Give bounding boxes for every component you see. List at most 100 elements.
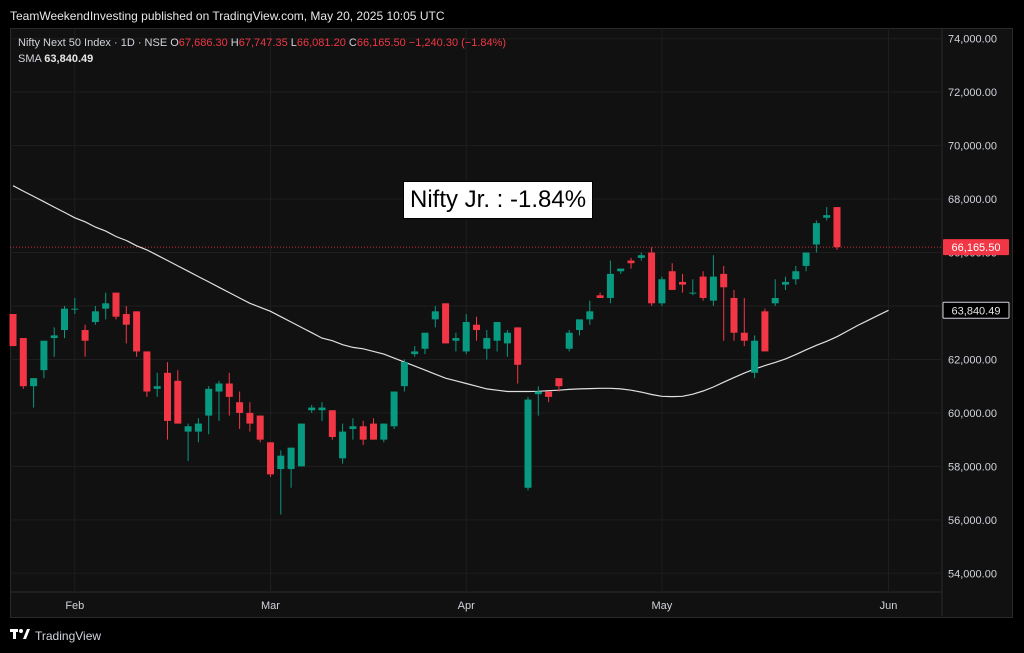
candles-layer — [9, 207, 841, 515]
candle-body — [164, 372, 171, 421]
candle — [81, 324, 89, 357]
candle-body — [421, 332, 429, 349]
candle — [483, 330, 491, 360]
candle-body — [81, 330, 89, 341]
legend-symbol[interactable]: Nifty Next 50 Index · 1D · NSE — [18, 37, 168, 49]
candle — [699, 271, 707, 301]
candle-body — [184, 426, 192, 432]
legend-open: 67,686.30 — [178, 37, 228, 49]
candle — [308, 404, 316, 413]
candle — [503, 330, 511, 357]
candle — [606, 260, 614, 304]
candle-body — [194, 423, 202, 432]
candle — [40, 340, 48, 379]
candle — [771, 279, 779, 306]
candle-body — [514, 327, 522, 365]
price-axis: 74,000.0072,000.0070,000.0068,000.0066,0… — [948, 34, 997, 581]
candle — [205, 386, 213, 435]
candle — [400, 359, 408, 392]
candle — [50, 327, 58, 357]
candle-body — [452, 338, 460, 341]
candle — [359, 420, 367, 445]
y-tick-label: 74,000.00 — [948, 34, 997, 46]
candle-body — [143, 351, 151, 392]
annotation-text-box[interactable]: Nifty Jr. : -1.84% — [403, 181, 594, 219]
candle-body — [627, 260, 635, 264]
candle — [256, 415, 264, 443]
candle-body — [256, 415, 264, 440]
candle — [349, 418, 357, 440]
candle-body — [236, 402, 244, 413]
candle — [122, 305, 130, 344]
candle — [648, 247, 656, 306]
candle — [637, 252, 645, 261]
candle — [823, 207, 831, 221]
chart-grid — [10, 28, 943, 616]
candle — [380, 423, 388, 443]
candle — [452, 332, 460, 352]
candle-body — [771, 297, 779, 304]
time-axis: Feb Mar Apr May Jun — [65, 600, 897, 612]
candle-body — [133, 311, 141, 352]
candle-body — [91, 311, 99, 323]
candle — [473, 316, 480, 341]
candle-body — [153, 386, 161, 389]
candle-body — [30, 378, 38, 387]
candle — [112, 292, 120, 320]
candle — [246, 402, 254, 432]
y-tick-label: 58,000.00 — [948, 461, 997, 473]
legend-sma-label[interactable]: SMA — [18, 53, 42, 65]
candle-body — [782, 281, 789, 285]
legend-sma-row: SMA 63,840.49 — [18, 51, 506, 67]
candle — [689, 279, 697, 296]
candle — [133, 311, 141, 357]
candle — [751, 335, 759, 379]
candle-body — [318, 407, 326, 411]
last-price-label: 66,165.50 — [952, 242, 1001, 254]
candle-body — [689, 292, 697, 294]
candle-body — [246, 412, 254, 424]
candle-body — [442, 303, 450, 344]
candle — [730, 289, 738, 341]
candle-body — [730, 297, 738, 333]
candle — [339, 423, 347, 464]
x-tick-label: Feb — [65, 600, 84, 612]
candle — [462, 314, 470, 355]
candle-body — [102, 303, 110, 309]
candle — [709, 255, 717, 306]
candle-body — [761, 311, 769, 352]
candle — [586, 300, 594, 325]
candle — [431, 305, 439, 328]
x-tick-label: May — [652, 600, 673, 612]
candle-body — [524, 399, 532, 488]
candle-body — [483, 338, 491, 349]
candle — [534, 386, 542, 416]
candle — [297, 423, 305, 467]
candle-body — [668, 271, 676, 290]
candle-body — [833, 207, 841, 248]
candle-body — [339, 431, 347, 459]
candle-body — [19, 338, 27, 387]
candle-body — [9, 314, 17, 347]
candle — [277, 450, 285, 515]
candle — [668, 263, 676, 290]
legend-open-label: O — [170, 37, 179, 49]
y-tick-label: 56,000.00 — [948, 515, 997, 527]
legend-sma-value: 63,840.49 — [44, 53, 94, 65]
sma-price-tag — [942, 301, 1010, 319]
candle — [555, 378, 563, 392]
candle-body — [431, 311, 439, 320]
candle-body — [503, 332, 511, 344]
candle — [143, 351, 151, 397]
candle-body — [617, 268, 625, 272]
candle-body — [648, 252, 656, 304]
candle — [236, 391, 244, 429]
chart-legend: Nifty Next 50 Index · 1D · NSE O67,686.3… — [18, 35, 506, 67]
candle — [390, 391, 398, 429]
candle — [9, 314, 17, 347]
candle — [812, 220, 820, 253]
candle-body — [205, 388, 213, 416]
last-price-tag — [943, 239, 1009, 256]
candle — [102, 292, 110, 320]
